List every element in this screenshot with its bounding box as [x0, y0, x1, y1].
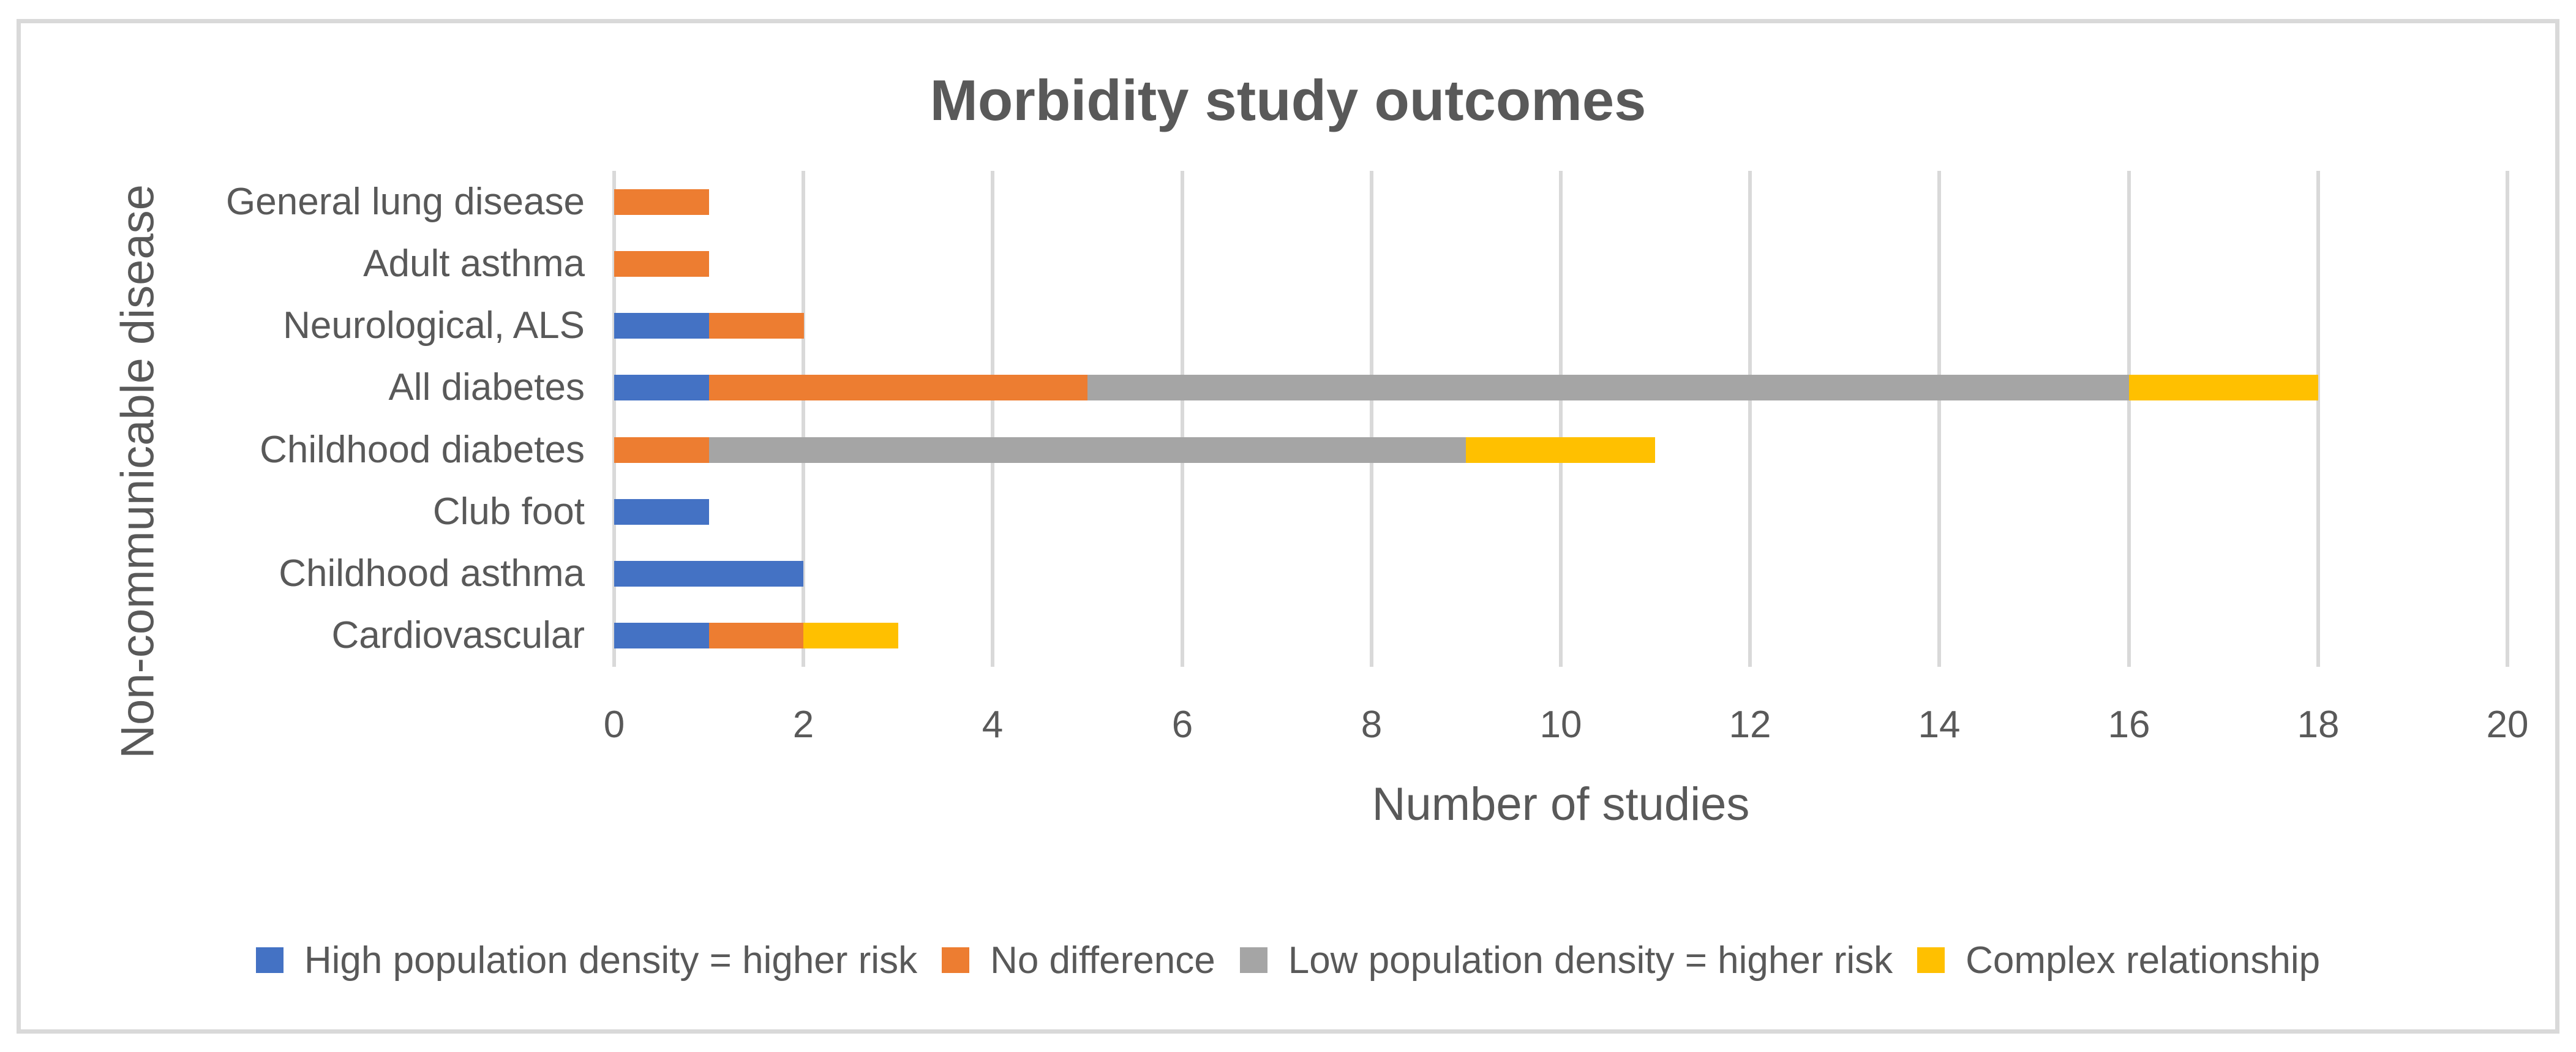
plot-area	[612, 171, 2509, 667]
bar-segment	[614, 189, 709, 215]
x-tick-label: 8	[1361, 704, 1383, 746]
gridline	[1559, 171, 1563, 667]
legend-label: Low population density = higher risk	[1288, 939, 1893, 982]
bar-segment	[709, 313, 804, 339]
category-label: Childhood asthma	[279, 552, 585, 595]
gridline	[991, 171, 994, 667]
bar-segment	[1087, 375, 2129, 400]
gridline	[2127, 171, 2131, 667]
x-tick-label: 10	[1539, 704, 1582, 746]
legend-swatch	[1917, 947, 1945, 973]
x-tick-label: 2	[792, 704, 814, 746]
legend: High population density = higher risk No …	[17, 934, 2559, 986]
gridline	[2506, 171, 2509, 667]
gridline	[1181, 171, 1184, 667]
x-tick-label: 20	[2486, 704, 2529, 746]
bar-segment	[2129, 375, 2318, 400]
legend-label: High population density = higher risk	[304, 939, 918, 982]
bar-segment	[709, 623, 804, 648]
gridline	[1370, 171, 1373, 667]
chart-title: Morbidity study outcomes	[929, 68, 1647, 132]
bar-segment	[614, 375, 709, 400]
x-tick-label: 4	[982, 704, 1004, 746]
legend-item: Low population density = higher risk	[1239, 939, 1893, 982]
legend-swatch	[255, 947, 284, 973]
category-label: Childhood diabetes	[260, 429, 585, 471]
x-tick-label: 12	[1729, 704, 1771, 746]
x-axis-title: Number of studies	[1372, 778, 1750, 830]
bar-segment	[709, 437, 1466, 463]
bar-segment	[709, 375, 1087, 400]
gridline	[1937, 171, 1941, 667]
category-label: All diabetes	[388, 366, 585, 408]
bar-segment	[614, 313, 709, 339]
x-tick-label: 6	[1171, 704, 1193, 746]
bar-segment	[614, 251, 709, 277]
bar-segment	[614, 561, 803, 587]
category-label: Neurological, ALS	[283, 304, 585, 347]
bar-segment	[614, 499, 709, 525]
legend-item: No difference	[942, 939, 1215, 982]
bar-segment	[614, 623, 709, 648]
gridline	[612, 171, 616, 667]
category-label: Adult asthma	[363, 242, 585, 285]
gridline	[2316, 171, 2320, 667]
x-tick-label: 16	[2108, 704, 2150, 746]
bar-segment	[614, 437, 709, 463]
legend-label: No difference	[990, 939, 1215, 982]
chart-frame	[17, 19, 2559, 1034]
legend-swatch	[1239, 947, 1267, 973]
x-tick-label: 14	[1918, 704, 1961, 746]
x-tick-label: 18	[2297, 704, 2340, 746]
legend-item: High population density = higher risk	[255, 939, 918, 982]
bar-segment	[1466, 437, 1655, 463]
gridline	[1748, 171, 1752, 667]
legend-item: Complex relationship	[1917, 939, 2320, 982]
category-label: Cardiovascular	[331, 614, 585, 656]
category-label: Club foot	[432, 490, 585, 533]
x-tick-label: 0	[603, 704, 625, 746]
category-label: General lung disease	[226, 181, 585, 223]
bar-segment	[803, 623, 898, 648]
legend-swatch	[942, 947, 970, 973]
legend-label: Complex relationship	[1966, 939, 2321, 982]
gridline	[802, 171, 805, 667]
